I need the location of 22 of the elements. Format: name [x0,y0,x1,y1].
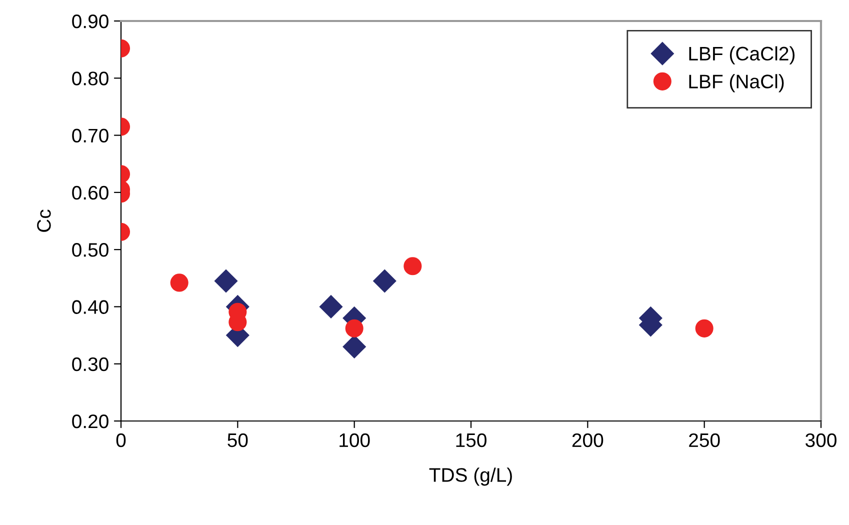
x-tick-label: 50 [228,433,248,448]
point [214,269,238,293]
x-tick-label: 200 [572,433,604,448]
y-tick-label: 0.90 [72,14,108,28]
y-tick-label: 0.80 [72,72,108,86]
x-tick-label: 250 [689,433,720,448]
y-tick-label: 0.70 [72,128,108,143]
x-axis-title: TDS (g/L) [429,468,512,486]
x-tick-label: 0 [116,433,126,448]
y-axis-title: Cc [37,210,51,232]
point [372,269,396,293]
x-tick-label: 150 [456,433,486,448]
y-tick-label: 0.50 [72,243,108,257]
legend-label: LBF (CaCl2) [689,46,795,64]
x-tick-label: 100 [340,433,370,448]
point [319,294,343,318]
x-tick-label: 300 [806,433,836,448]
y-tick-label: 0.30 [72,357,108,372]
y-tick-label: 0.20 [72,414,108,428]
legend-label: LBF (NaCl) [689,74,784,92]
y-tick-label: 0.40 [72,300,108,314]
y-tick-label: 0.60 [72,186,108,200]
